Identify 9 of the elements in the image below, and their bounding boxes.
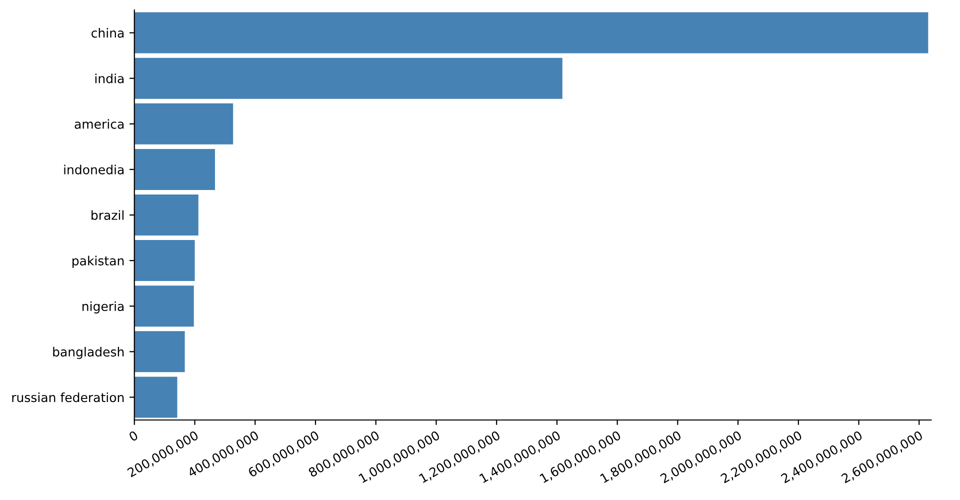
y-tick-label: bangladesh (53, 346, 124, 360)
y-tick-label: india (95, 74, 124, 84)
y-tick-label: indonedia (64, 164, 124, 174)
y-tick-label: russian federation (12, 392, 124, 402)
y-tick-label: america (74, 119, 124, 129)
y-tick-label: pakistan (72, 256, 124, 268)
y-tick-label: brazil (92, 210, 124, 220)
y-tick-label: nigeria (82, 301, 124, 314)
y-tick-label: china (92, 28, 124, 38)
